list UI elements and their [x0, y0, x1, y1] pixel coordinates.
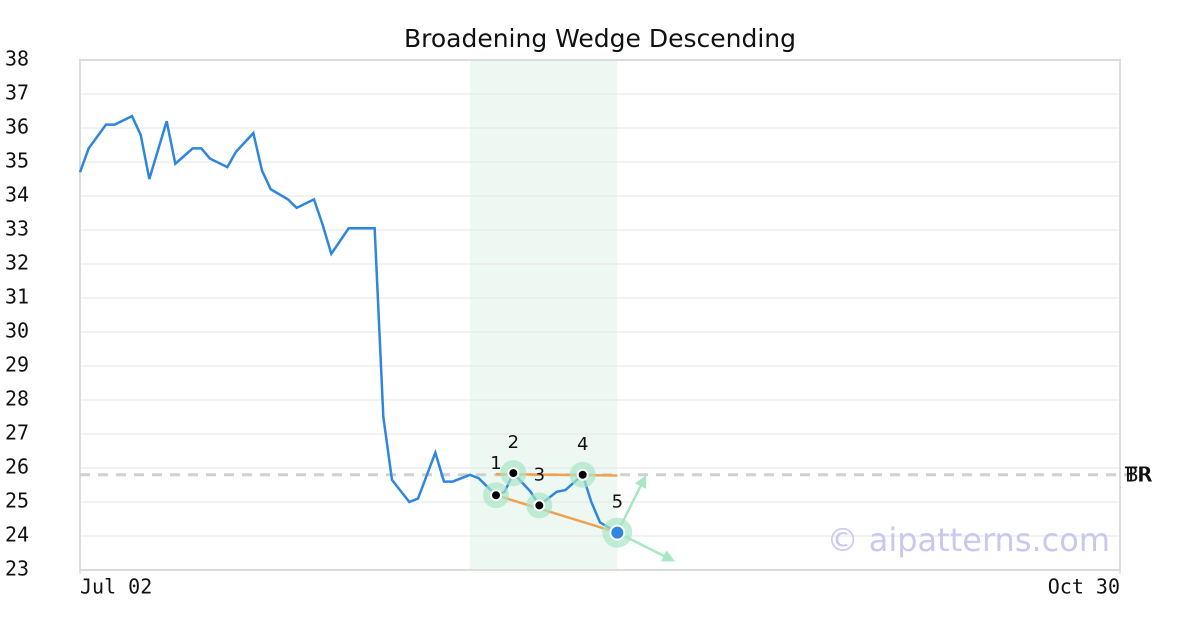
y-tick-label: 31 [5, 285, 29, 309]
pattern-point [490, 489, 502, 502]
plot-frame [79, 59, 1121, 571]
pattern-point [507, 467, 520, 480]
y-tick-label: 35 [5, 149, 29, 173]
watermark: © aipatterns.com [827, 521, 1110, 559]
y-tick-label: 37 [5, 81, 29, 105]
y-tick-label: 25 [5, 489, 29, 513]
y-tick-label: 26 [5, 455, 29, 479]
y-tick-label: 23 [5, 557, 29, 581]
trend-line [495, 494, 618, 534]
y-tick-label: 34 [5, 183, 29, 207]
y-tick-label: 38 [5, 47, 29, 71]
point-label: 3 [534, 464, 545, 485]
pattern-point [609, 524, 626, 541]
y-tick-label: 28 [5, 387, 29, 411]
point-label: 1 [490, 453, 501, 474]
chart-title: Broadening Wedge Descending [404, 24, 796, 53]
y-tick-label: 32 [5, 251, 29, 275]
x-tick-label: Jul 02 [80, 575, 152, 599]
point-label: 4 [577, 434, 588, 455]
y-tick-label: 33 [5, 217, 29, 241]
y-tick-label: 29 [5, 353, 29, 377]
x-tick-label: Oct 30 [1048, 575, 1120, 599]
point-label: 5 [612, 492, 623, 513]
level-label: BR [1125, 462, 1153, 486]
y-tick-label: 36 [5, 115, 29, 139]
price-line [78, 114, 618, 534]
pattern-point [576, 468, 589, 481]
y-tick-label: 30 [5, 319, 29, 343]
point-label: 2 [508, 432, 519, 453]
y-tick-label: 27 [5, 421, 29, 445]
level-label: TR [1124, 462, 1151, 486]
y-tick-label: 24 [5, 523, 29, 547]
pattern-point [533, 499, 546, 512]
